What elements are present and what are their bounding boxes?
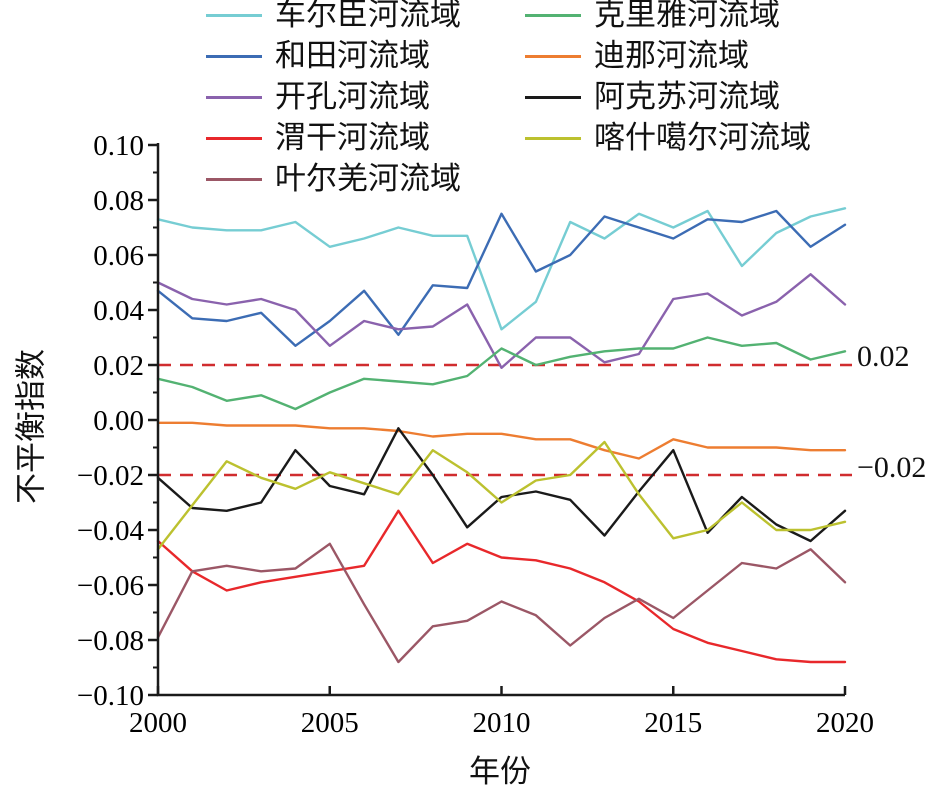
legend-swatch-line bbox=[206, 54, 262, 58]
x-tick-label: 2015 bbox=[644, 707, 702, 739]
legend-item: 叶尔羌河流域 bbox=[206, 161, 461, 197]
y-tick-label: 0.04 bbox=[93, 295, 144, 327]
ref-line-label-lower: −0.02 bbox=[857, 451, 927, 484]
y-axis-title: 不平衡指数 bbox=[13, 349, 49, 504]
series-line-5 bbox=[156, 336, 847, 411]
legend-label: 克里雅河流域 bbox=[594, 0, 780, 32]
legend-item: 迪那河流域 bbox=[525, 38, 749, 74]
x-tick-label: 2005 bbox=[301, 707, 359, 739]
ref-line-label-upper: 0.02 bbox=[857, 340, 910, 373]
legend-label: 渭干河流域 bbox=[275, 120, 430, 155]
series-line-4 bbox=[156, 542, 847, 664]
legend-item: 克里雅河流域 bbox=[525, 0, 780, 33]
legend-swatch-line bbox=[206, 177, 262, 181]
y-tick-label: −0.10 bbox=[77, 680, 144, 712]
y-tick-label: −0.06 bbox=[77, 570, 144, 602]
series-line-3 bbox=[156, 509, 847, 664]
series-line-7 bbox=[156, 427, 847, 543]
series-line-1 bbox=[156, 209, 847, 347]
y-tick-label: 0.02 bbox=[93, 350, 144, 382]
legend-item: 和田河流域 bbox=[206, 38, 430, 74]
series-line-6 bbox=[156, 421, 847, 460]
axes bbox=[156, 143, 845, 697]
y-tick-label: 0.06 bbox=[93, 240, 144, 272]
x-tick-label: 2010 bbox=[473, 707, 531, 739]
legend-label: 迪那河流域 bbox=[594, 38, 749, 73]
legend-swatch-line bbox=[206, 13, 262, 17]
y-tick-label: −0.04 bbox=[77, 515, 145, 547]
y-tick-label: 0.08 bbox=[93, 185, 144, 217]
legend-swatch-line bbox=[206, 95, 262, 99]
y-tick-label: −0.02 bbox=[77, 460, 144, 492]
legend-swatch-line bbox=[525, 54, 581, 58]
y-tick-label: 0.10 bbox=[93, 130, 144, 162]
x-tick-label: 2000 bbox=[129, 707, 187, 739]
legend-label: 阿克苏河流域 bbox=[594, 79, 780, 114]
legend-label: 开孔河流域 bbox=[275, 79, 430, 114]
x-axis-title: 年份 bbox=[469, 754, 531, 789]
legend-item: 开孔河流域 bbox=[206, 79, 430, 115]
legend-item: 车尔臣河流域 bbox=[206, 0, 461, 33]
legend-swatch-line bbox=[525, 13, 581, 17]
series-line-2 bbox=[156, 273, 847, 369]
legend-swatch-line bbox=[206, 136, 262, 140]
legend-swatch-line bbox=[525, 136, 581, 140]
x-tick-label: 2020 bbox=[816, 707, 874, 739]
legend-item: 渭干河流域 bbox=[206, 120, 430, 156]
series-line-8 bbox=[156, 440, 847, 551]
legend-label: 喀什噶尔河流域 bbox=[594, 120, 811, 155]
series-line-0 bbox=[156, 207, 847, 331]
y-tick-label: −0.08 bbox=[77, 625, 144, 657]
legend-item: 阿克苏河流域 bbox=[525, 79, 780, 115]
legend-label: 车尔臣河流域 bbox=[275, 0, 461, 32]
legend-item: 喀什噶尔河流域 bbox=[525, 120, 811, 156]
legend-label: 叶尔羌河流域 bbox=[275, 161, 461, 196]
y-tick-label: 0.00 bbox=[93, 405, 144, 437]
legend-label: 和田河流域 bbox=[275, 38, 430, 73]
legend-swatch-line bbox=[525, 95, 581, 99]
